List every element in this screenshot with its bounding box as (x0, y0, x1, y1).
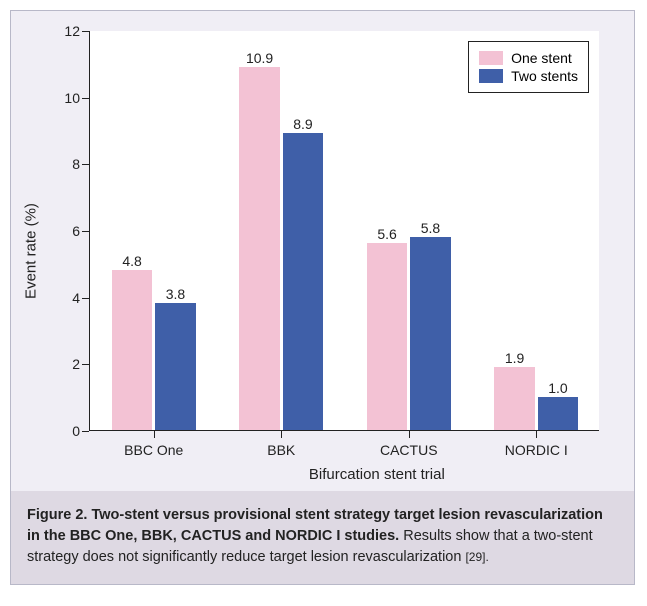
x-tick (536, 431, 537, 438)
bar-value-label: 8.9 (293, 116, 312, 132)
bar-value-label: 1.0 (548, 380, 567, 396)
y-tick-label: 8 (52, 156, 80, 172)
bar (283, 133, 324, 430)
bar-value-label: 5.6 (377, 226, 396, 242)
bar (538, 397, 579, 430)
bar-value-label: 3.8 (166, 286, 185, 302)
y-tick (82, 31, 89, 32)
bar (494, 367, 535, 430)
figure-container: Event rate (%) One stent Two stents 0246… (10, 10, 635, 585)
y-tick (82, 164, 89, 165)
bar (112, 270, 153, 430)
legend-swatch (479, 51, 503, 65)
chart-area: Event rate (%) One stent Two stents 0246… (11, 11, 634, 491)
x-tick-label: BBC One (124, 442, 183, 458)
bar (367, 243, 408, 430)
x-tick (154, 431, 155, 438)
y-tick-label: 0 (52, 423, 80, 439)
figure-caption: Figure 2. Two-stent versus provisional s… (11, 491, 634, 584)
caption-citation: [29]. (465, 550, 488, 564)
legend: One stent Two stents (468, 41, 589, 93)
y-tick-label: 2 (52, 356, 80, 372)
legend-entry: One stent (479, 50, 578, 66)
x-axis-label: Bifurcation stent trial (309, 466, 445, 483)
x-tick (281, 431, 282, 438)
legend-swatch (479, 69, 503, 83)
bar (155, 303, 196, 430)
bar-value-label: 5.8 (421, 220, 440, 236)
x-tick (409, 431, 410, 438)
bar-value-label: 10.9 (246, 50, 273, 66)
y-axis-label: Event rate (%) (23, 203, 40, 299)
y-tick-label: 10 (52, 90, 80, 106)
x-tick-label: BBK (267, 442, 295, 458)
legend-label: Two stents (511, 68, 578, 84)
legend-label: One stent (511, 50, 572, 66)
y-tick-label: 12 (52, 23, 80, 39)
y-tick (82, 298, 89, 299)
y-tick (82, 431, 89, 432)
legend-entry: Two stents (479, 68, 578, 84)
y-tick (82, 98, 89, 99)
bar-value-label: 1.9 (505, 350, 524, 366)
bar (410, 237, 451, 430)
y-tick-label: 4 (52, 290, 80, 306)
plot-region: One stent Two stents 024681012BBC One4.8… (89, 31, 599, 431)
bar (239, 67, 280, 430)
x-tick-label: CACTUS (380, 442, 438, 458)
y-tick (82, 364, 89, 365)
x-tick-label: NORDIC I (505, 442, 568, 458)
bar-value-label: 4.8 (122, 253, 141, 269)
y-tick (82, 231, 89, 232)
y-tick-label: 6 (52, 223, 80, 239)
